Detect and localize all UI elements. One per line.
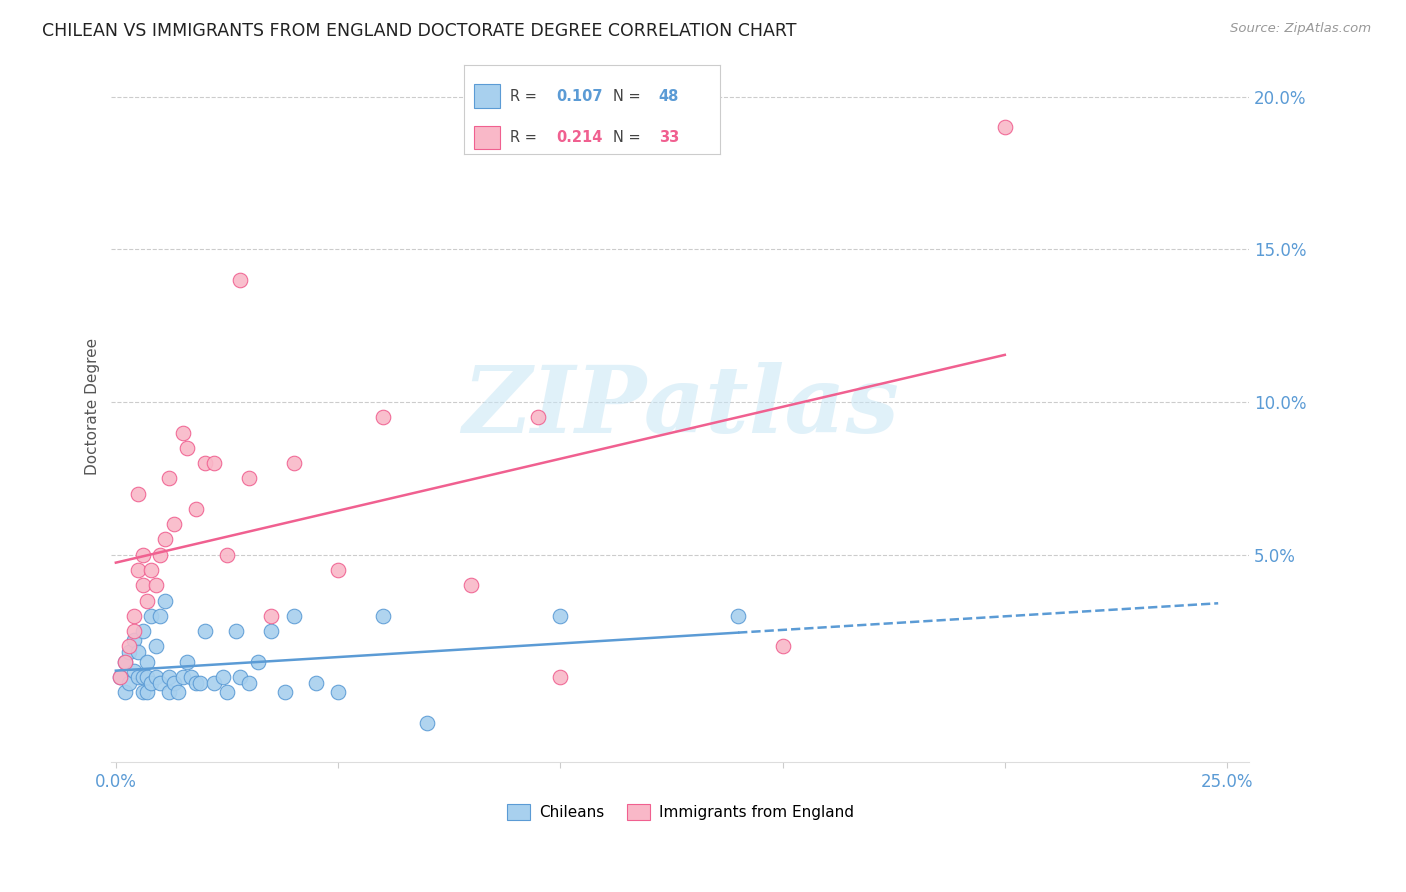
Point [153,593,176,607]
Point [202,456,225,470]
Point [172,425,194,440]
Point [118,640,141,654]
Point [127,645,149,659]
Point [141,676,163,690]
Point [131,548,153,562]
Point [274,685,297,699]
Point [157,670,180,684]
Y-axis label: Doctorate Degree: Doctorate Degree [86,338,100,475]
Point [238,471,260,485]
Point [157,685,180,699]
Point [131,624,153,638]
Point [225,624,247,638]
Point [149,548,172,562]
Point [184,676,207,690]
Point [122,624,145,638]
Point [229,670,252,684]
Point [371,410,394,425]
Point [211,670,233,684]
Point [114,685,136,699]
Point [141,608,163,623]
Point [131,685,153,699]
Point [131,670,153,684]
Point [162,676,184,690]
Point [172,670,194,684]
Point [127,486,149,500]
Point [527,410,550,425]
Point [305,676,328,690]
Point [194,456,217,470]
Point [118,645,141,659]
Point [110,670,132,684]
Point [167,685,190,699]
Point [994,120,1017,134]
Point [188,676,211,690]
Point [371,608,394,623]
Point [326,685,349,699]
Point [326,563,349,577]
Point [153,533,176,547]
Point [283,608,305,623]
Point [247,655,270,669]
Text: ZIPatlas: ZIPatlas [461,361,898,451]
Text: Source: ZipAtlas.com: Source: ZipAtlas.com [1230,22,1371,36]
Point [157,471,180,485]
Point [194,624,217,638]
Point [180,670,202,684]
Point [118,676,141,690]
Point [136,685,159,699]
Point [202,676,225,690]
Point [260,608,283,623]
Point [416,715,439,730]
Point [136,655,159,669]
Point [145,578,167,592]
Legend: Chileans, Immigrants from England: Chileans, Immigrants from England [501,797,860,826]
Point [127,563,149,577]
Point [550,608,572,623]
Point [772,640,794,654]
Point [460,578,482,592]
Point [176,441,198,455]
Point [149,608,172,623]
Point [229,273,252,287]
Point [122,664,145,678]
Point [176,655,198,669]
Point [215,548,238,562]
Point [215,685,238,699]
Point [127,670,149,684]
Point [184,502,207,516]
Point [149,676,172,690]
Point [110,670,132,684]
Point [550,670,572,684]
Point [122,608,145,623]
Point [238,676,260,690]
Point [114,655,136,669]
Point [131,578,153,592]
Point [122,633,145,648]
Text: CHILEAN VS IMMIGRANTS FROM ENGLAND DOCTORATE DEGREE CORRELATION CHART: CHILEAN VS IMMIGRANTS FROM ENGLAND DOCTO… [42,22,797,40]
Point [162,517,184,532]
Point [727,608,749,623]
Point [141,563,163,577]
Point [136,670,159,684]
Point [114,655,136,669]
Point [260,624,283,638]
Point [283,456,305,470]
Point [145,640,167,654]
Point [145,670,167,684]
Point [136,593,159,607]
